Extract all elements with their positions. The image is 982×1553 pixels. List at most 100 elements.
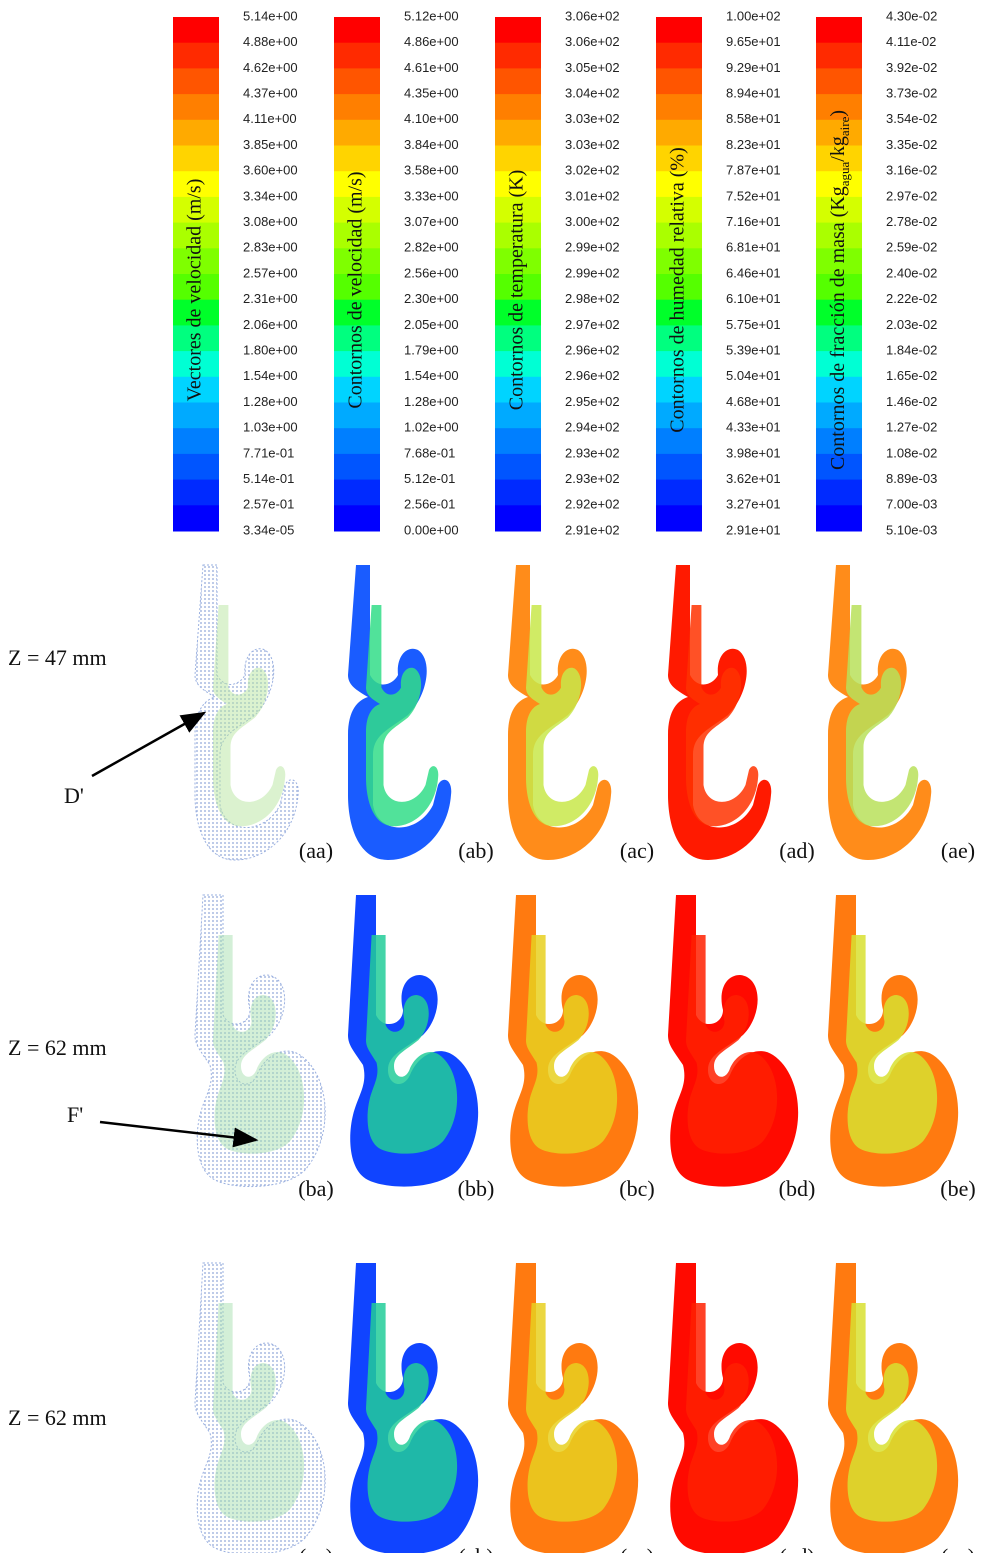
inner-contour: [686, 1303, 778, 1522]
inner-contour: [846, 935, 938, 1154]
tick-label: 1.28e+00: [243, 394, 298, 409]
tick-label: 2.30e+00: [404, 291, 459, 306]
tick-label: 3.92e-02: [886, 60, 937, 75]
color-swatch: [656, 119, 702, 146]
panel-label: (cc): [620, 1544, 654, 1553]
color-swatch: [816, 222, 862, 249]
tick-label: 2.57e+00: [243, 265, 298, 280]
color-swatch: [816, 453, 862, 481]
inner-contour: [366, 1303, 458, 1522]
color-swatch: [495, 17, 541, 44]
contour-plot: [668, 1263, 798, 1553]
color-swatch: [656, 505, 702, 532]
panel-label: (bd): [779, 1176, 816, 1201]
color-swatch: [816, 376, 862, 403]
color-swatch: [173, 145, 219, 172]
color-swatch: [173, 248, 219, 275]
color-swatch: [495, 428, 541, 455]
color-swatch: [495, 42, 541, 69]
tick-label: 2.83e+00: [243, 240, 298, 255]
tick-label: 3.84e+00: [404, 137, 459, 152]
color-swatch: [816, 68, 862, 95]
tick-label: 5.04e+01: [726, 368, 781, 383]
color-swatch: [656, 325, 702, 352]
inner-contour: [366, 605, 439, 827]
tick-label: 7.52e+01: [726, 188, 781, 203]
color-swatch: [656, 402, 702, 429]
color-swatch: [816, 299, 862, 326]
tick-label: 2.92e+02: [565, 497, 620, 512]
annotation: D': [64, 783, 84, 808]
inner-contour: [526, 935, 618, 1154]
tick-label: 8.58e+01: [726, 111, 781, 126]
tick-label: 0.00e+00: [404, 522, 459, 537]
tick-label: 2.96e+02: [565, 343, 620, 358]
color-swatch: [495, 248, 541, 275]
tick-label: 7.68e-01: [404, 445, 455, 460]
tick-label: 8.94e+01: [726, 86, 781, 101]
contour-plot: [828, 565, 932, 860]
color-swatch: [334, 453, 380, 481]
tick-label: 6.10e+01: [726, 291, 781, 306]
inner-contour: [213, 605, 286, 827]
inner-contour: [686, 605, 759, 827]
tick-label: 2.99e+02: [565, 240, 620, 255]
contour-plot: [668, 565, 772, 860]
tick-label: 3.04e+02: [565, 86, 620, 101]
color-swatch: [334, 222, 380, 249]
contour-plot: [194, 564, 299, 861]
color-swatch: [816, 402, 862, 429]
tick-label: 3.06e+02: [565, 8, 620, 23]
color-swatch: [334, 505, 380, 532]
tick-label: 6.81e+01: [726, 240, 781, 255]
tick-label: 1.80e+00: [243, 343, 298, 358]
color-swatch: [173, 274, 219, 301]
panel-label: (ca): [299, 1544, 333, 1553]
tick-label: 1.08e-02: [886, 445, 937, 460]
color-swatch: [816, 428, 862, 455]
panel-label: (bb): [458, 1176, 495, 1201]
color-swatch: [334, 196, 380, 224]
label-part: Contornos de fracción de masa (Kg: [827, 186, 849, 470]
contour-plot: [508, 895, 639, 1187]
color-swatch: [656, 248, 702, 275]
tick-label: 3.85e+00: [243, 137, 298, 152]
tick-label: 5.75e+01: [726, 317, 781, 332]
tick-label: 3.01e+02: [565, 188, 620, 203]
tick-label: 3.35e-02: [886, 137, 937, 152]
inner-contour: [366, 935, 458, 1154]
tick-label: 4.10e+00: [404, 111, 459, 126]
color-swatch: [656, 428, 702, 455]
inner-contour: [846, 605, 919, 827]
tick-label: 4.62e+00: [243, 60, 298, 75]
tick-label: 4.86e+00: [404, 34, 459, 49]
color-swatch: [334, 248, 380, 275]
color-swatch: [334, 17, 380, 44]
tick-label: 2.96e+02: [565, 368, 620, 383]
tick-label: 1.54e+00: [404, 368, 459, 383]
color-swatch: [656, 17, 702, 44]
tick-label: 1.00e+02: [726, 8, 781, 23]
panel-label: (ad): [779, 838, 814, 863]
color-swatch: [173, 479, 219, 506]
contour-plot: [348, 1263, 478, 1553]
color-swatch: [816, 196, 862, 224]
color-swatch: [816, 17, 862, 44]
tick-label: 2.95e+02: [565, 394, 620, 409]
color-swatch: [334, 351, 380, 378]
inner-contour: [526, 1303, 618, 1522]
color-swatch: [173, 351, 219, 378]
contour-plot: [194, 894, 326, 1187]
contour-plot: [508, 565, 612, 860]
color-swatch: [495, 222, 541, 249]
inner-contour: [213, 935, 305, 1154]
tick-label: 5.10e-03: [886, 522, 937, 537]
tick-label: 2.98e+02: [565, 291, 620, 306]
label-part: ): [827, 110, 849, 117]
color-swatch: [656, 299, 702, 326]
tick-label: 2.93e+02: [565, 445, 620, 460]
tick-label: 2.31e+00: [243, 291, 298, 306]
panel-label: (ce): [941, 1544, 975, 1553]
tick-label: 5.14e+00: [243, 8, 298, 23]
